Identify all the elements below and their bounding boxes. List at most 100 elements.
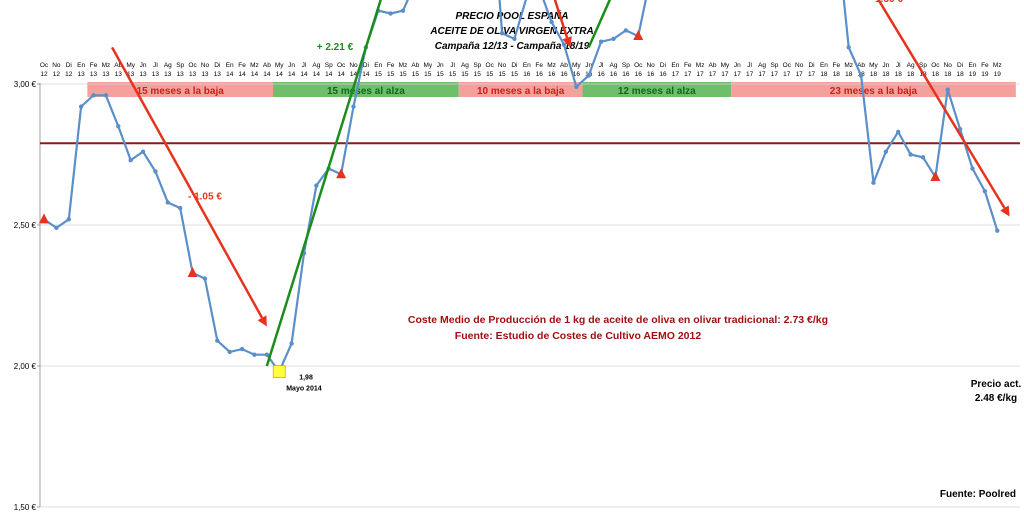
xtick-month-12: Oc [188,62,197,69]
trend-arrow-4 [877,0,1006,209]
band-label-0: 15 meses a la baja [137,86,225,97]
xtick-year-23: 14 [325,71,333,78]
xtick-year-67: 18 [870,71,878,78]
xtick-year-16: 14 [238,71,246,78]
xtick-month-3: En [77,62,85,69]
xtick-year-65: 18 [845,71,853,78]
xtick-year-74: 18 [957,71,965,78]
xtick-year-30: 15 [412,71,420,78]
xtick-month-11: Sp [176,62,184,69]
xtick-year-36: 15 [486,71,494,78]
xtick-year-70: 18 [907,71,915,78]
xtick-month-4: Fe [90,62,98,69]
triangle-marker-0 [39,213,49,224]
data-point-4 [91,93,96,98]
current-price-label-2: 2.48 €/kg [975,393,1017,404]
xtick-month-23: Sp [325,62,333,69]
xtick-year-61: 17 [796,71,804,78]
xtick-month-44: Jn [585,62,592,69]
xtick-month-43: My [572,62,581,69]
xtick-year-6: 13 [115,71,123,78]
data-point-47 [623,28,629,33]
xtick-month-16: Fe [238,62,246,69]
xtick-month-76: Fe [981,62,989,69]
data-point-20 [289,341,294,346]
xtick-month-53: Mz [696,62,705,69]
xtick-month-18: Ab [263,62,271,69]
trend-label-0: - 1.05 € [188,192,222,203]
xtick-month-65: Mz [844,62,853,69]
square-marker-19 [272,365,286,379]
data-point-71 [920,155,926,160]
band-label-1: 15 meses al alza [327,86,405,97]
xtick-month-41: Mz [547,62,556,69]
xtick-month-7: My [126,62,135,69]
xtick-year-15: 14 [226,71,234,78]
data-point-66 [858,73,864,78]
xtick-month-20: Jn [288,62,295,69]
xtick-year-37: 15 [498,71,506,78]
xtick-month-25: No [349,62,358,69]
data-point-43 [574,84,579,90]
xtick-year-58: 17 [758,71,766,78]
xtick-year-40: 16 [536,71,544,78]
ytick-label-0: 1,50 € [14,503,37,512]
xtick-year-51: 17 [672,71,680,78]
xtick-month-49: No [646,62,655,69]
xtick-year-45: 16 [597,71,605,78]
xtick-month-17: Mz [250,62,259,69]
xtick-month-27: En [374,62,382,69]
chart-subtitle: ACEITE DE OLIVA VIRGEN EXTRA [429,26,593,37]
data-point-17 [252,352,257,357]
xtick-year-13: 13 [201,71,209,78]
xtick-month-72: Oc [931,62,940,69]
xtick-year-38: 15 [511,71,519,78]
trend-arrow-0 [110,46,264,319]
data-point-75 [970,166,975,171]
xtick-month-24: Oc [337,62,346,69]
trend-arrowhead-2 [562,36,572,48]
trend-arrows: - 1.05 €+ 2.21 €- 1.19 €+ 1.05 €- 1.56 € [110,0,1010,367]
xtick-year-26: 14 [362,71,370,78]
data-point-22 [314,183,319,188]
xtick-year-49: 16 [647,71,655,78]
xtick-year-20: 14 [288,71,296,78]
xtick-year-10: 13 [164,71,172,78]
triangle-marker-48 [633,30,644,41]
xtick-year-35: 15 [474,71,482,78]
xtick-month-51: En [671,62,679,69]
xtick-month-26: Di [363,62,369,69]
data-point-67 [871,180,876,185]
xtick-year-18: 14 [263,71,271,78]
xtick-month-63: En [820,62,828,69]
xtick-year-27: 15 [375,71,383,78]
xtick-year-22: 14 [313,71,321,78]
xtick-month-9: Jl [153,62,158,69]
data-point-25 [351,104,356,109]
band-label-4: 23 meses a la baja [830,86,918,97]
xtick-month-28: Fe [387,62,395,69]
ytick-label-2: 2,50 € [14,221,37,230]
data-point-28 [388,11,393,16]
data-point-74 [957,126,963,132]
xtick-month-73: No [944,62,953,69]
xtick-month-64: Fe [833,62,841,69]
data-point-42 [561,42,567,47]
band-3 [582,82,732,97]
xtick-year-33: 15 [449,71,457,78]
data-point-69 [896,129,901,135]
xtick-month-47: Sp [622,62,630,69]
xtick-month-77: Mz [993,62,1002,69]
xtick-month-21: Jl [302,62,307,69]
xtick-year-34: 15 [461,71,469,78]
xtick-year-0: 12 [40,71,48,78]
xtick-year-5: 13 [102,71,110,78]
ytick-label-1: 2,00 € [14,362,37,371]
xtick-year-48: 16 [635,71,643,78]
data-point-15 [227,349,232,355]
gridlines [40,83,1020,508]
data-point-2 [66,217,71,222]
xtick-month-57: Jl [747,62,752,69]
data-point-8 [140,149,146,154]
xtick-month-61: No [795,62,804,69]
